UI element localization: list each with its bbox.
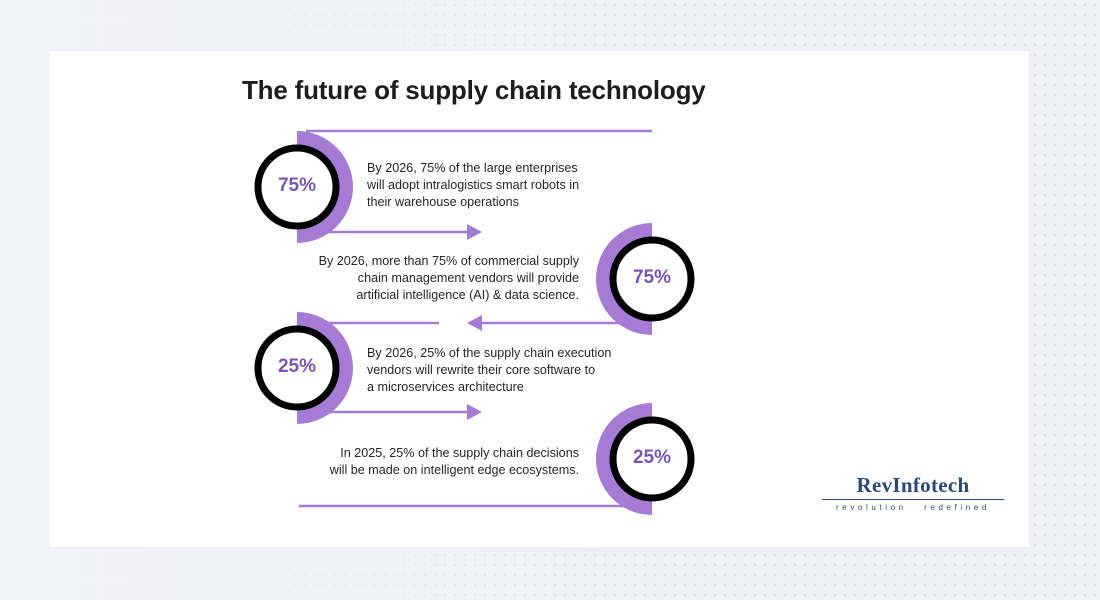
stat-percent: 25% <box>632 447 672 468</box>
stat-line: will be made on intelligent edge ecosyst… <box>329 463 579 477</box>
half-ring-decoration <box>297 131 353 243</box>
brand-name: RevInfotech <box>856 473 970 497</box>
half-ring-decoration <box>297 312 353 424</box>
arrow-right-icon <box>467 404 482 420</box>
stat-description: By 2026, more than 75% of commercial sup… <box>279 253 579 304</box>
half-ring-decoration <box>596 403 652 515</box>
arrow-left-icon <box>467 315 482 331</box>
arrow-right-icon <box>467 224 482 240</box>
infographic-card: The future of supply chain technology 75… <box>49 51 1029 547</box>
stat-line: chain management vendors will provide <box>357 271 579 285</box>
brand-logo: RevInfotech revolution redefined <box>822 473 1004 512</box>
infographic-title: The future of supply chain technology <box>242 75 706 105</box>
stat-line: By 2026, more than 75% of commercial sup… <box>318 254 579 268</box>
ring-icon <box>609 236 695 322</box>
stat-line: In 2025, 25% of the supply chain decisio… <box>340 446 579 460</box>
brand-tagline: revolution redefined <box>836 503 990 512</box>
ring-icon <box>254 325 340 411</box>
infographic-graphics <box>254 129 695 515</box>
stat-line: their warehouse operations <box>367 195 519 209</box>
stat-line: By 2026, 25% of the supply chain executi… <box>367 346 612 360</box>
stat-percent: 25% <box>277 356 317 377</box>
ring-icon <box>254 144 340 230</box>
stat-percent: 75% <box>632 267 672 288</box>
stat-line: vendors will rewrite their core software… <box>367 363 596 377</box>
stat-line: a microservices architecture <box>367 380 524 394</box>
stat-line: will adopt intralogistics smart robots i… <box>367 178 580 192</box>
stat-description: By 2026, 75% of the large enterprises wi… <box>367 160 579 211</box>
stat-line: By 2026, 75% of the large enterprises <box>367 161 578 175</box>
stat-description: In 2025, 25% of the supply chain decisio… <box>279 445 579 479</box>
stat-line: artificial intelligence (AI) & data scie… <box>356 288 579 302</box>
brand-divider <box>822 499 1004 500</box>
stat-percent: 75% <box>277 175 317 196</box>
half-ring-decoration <box>596 223 652 335</box>
stat-description: By 2026, 25% of the supply chain executi… <box>367 345 611 396</box>
ring-icon <box>609 416 695 502</box>
